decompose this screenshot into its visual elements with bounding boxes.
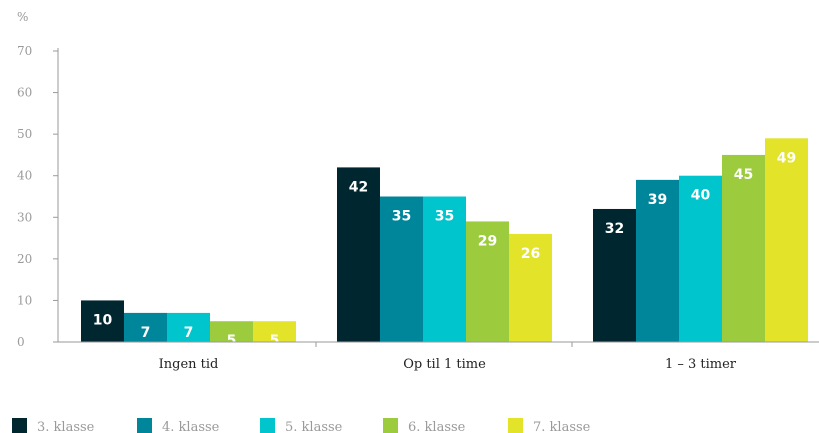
legend-swatch	[137, 418, 152, 433]
bar	[81, 300, 124, 342]
y-axis: 0 10 20 30 40 50 60 70	[17, 44, 59, 349]
y-tick-label: 70	[17, 44, 32, 58]
bar	[722, 154, 765, 342]
bar-value-label: 5	[227, 333, 237, 349]
bar	[593, 208, 636, 342]
bar	[679, 175, 722, 342]
bar	[380, 196, 423, 342]
y-unit-label: %	[17, 10, 28, 24]
y-tick-label: 30	[17, 210, 32, 224]
bar-value-label: 26	[521, 246, 540, 262]
bar-value-label: 7	[184, 325, 194, 341]
bar	[509, 233, 552, 342]
bar-value-label: 35	[435, 209, 454, 225]
legend-swatch	[383, 418, 398, 433]
bar-value-label: 10	[93, 312, 113, 328]
bar-value-label: 29	[478, 233, 497, 249]
y-tick-label: 20	[17, 252, 32, 266]
bar	[466, 221, 509, 342]
legend-swatch	[260, 418, 275, 433]
bar-value-label: 42	[349, 179, 368, 195]
bar-value-label: 45	[734, 167, 753, 183]
bar	[337, 167, 380, 342]
bar-value-label: 5	[270, 333, 280, 349]
y-tick-label: 0	[17, 335, 25, 349]
bar	[636, 179, 679, 342]
x-category-label: 1 – 3 timer	[665, 357, 737, 372]
bar-value-label: 40	[691, 188, 711, 204]
legend-swatch	[12, 418, 27, 433]
bar	[210, 321, 253, 342]
legend-label: 7. klasse	[533, 420, 591, 433]
bar	[167, 312, 210, 342]
bar-value-label: 32	[605, 221, 624, 237]
x-category-label: Op til 1 time	[403, 357, 486, 372]
bar-value-label: 49	[777, 150, 796, 166]
legend-label: 4. klasse	[162, 420, 220, 433]
bars-group: 10 7 7 5 5 42 35 35 29 26 32 39 40 45 49	[81, 138, 808, 349]
legend-label: 5. klasse	[285, 420, 343, 433]
legend-label: 3. klasse	[37, 420, 95, 433]
y-tick-label: 40	[17, 169, 32, 183]
y-tick-label: 60	[17, 86, 32, 100]
bar-value-label: 39	[648, 192, 667, 208]
bar-value-label: 35	[392, 209, 411, 225]
legend-swatch	[508, 418, 523, 433]
y-tick-label: 50	[17, 127, 32, 141]
bar	[124, 312, 167, 342]
bar	[253, 321, 296, 342]
x-axis: Ingen tid Op til 1 time 1 – 3 timer	[58, 341, 819, 372]
bar	[765, 138, 808, 342]
bar	[423, 196, 466, 342]
y-tick-label: 10	[17, 293, 32, 307]
bar-value-label: 7	[141, 325, 151, 341]
legend-label: 6. klasse	[408, 420, 466, 433]
x-category-label: Ingen tid	[159, 357, 219, 372]
legend: 3. klasse 4. klasse 5. klasse 6. klasse 7. k…	[12, 418, 591, 433]
